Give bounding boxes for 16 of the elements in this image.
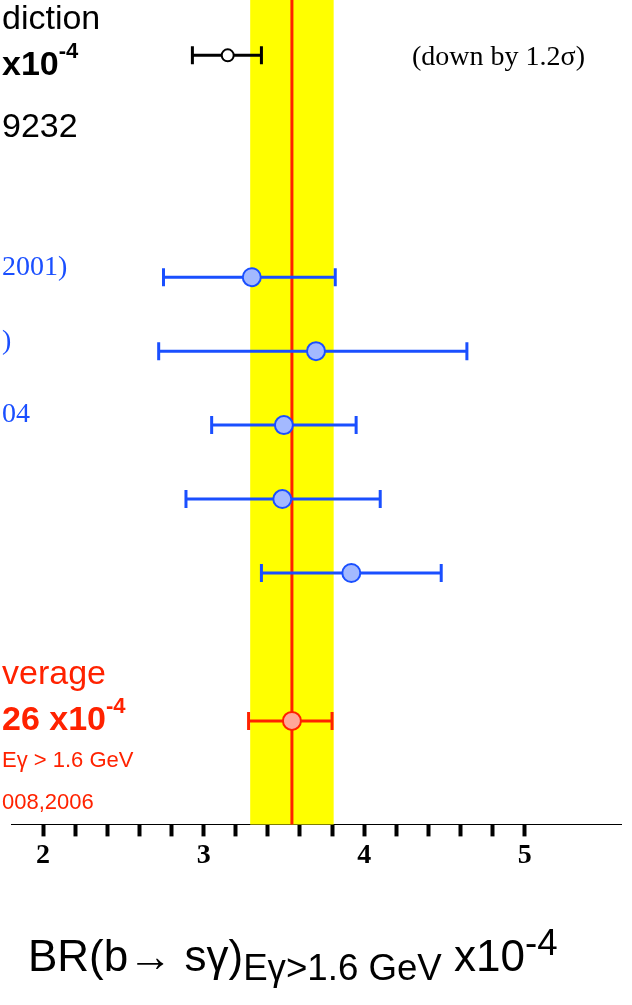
annotation: (down by 1.2σ) bbox=[412, 39, 586, 71]
point bbox=[241, 267, 262, 288]
point bbox=[341, 562, 362, 583]
x-tick-label: 2 bbox=[36, 838, 51, 870]
point bbox=[272, 489, 293, 510]
x-tick-label: 3 bbox=[196, 838, 211, 870]
y-tick-label: 04 bbox=[2, 397, 30, 429]
point bbox=[220, 48, 235, 63]
y-tick-label: ) bbox=[2, 323, 12, 355]
x-tick-label: 5 bbox=[517, 838, 532, 870]
x-axis-title: BR(b→ sγ)$_{Eγ>1.6 GeV}$ x10$^{-4}$ bbox=[27, 922, 559, 990]
point bbox=[306, 341, 326, 362]
point bbox=[281, 710, 302, 731]
x-tick-label: 4 bbox=[357, 838, 372, 870]
point bbox=[273, 415, 294, 436]
y-tick-label: 2001) bbox=[2, 249, 68, 281]
